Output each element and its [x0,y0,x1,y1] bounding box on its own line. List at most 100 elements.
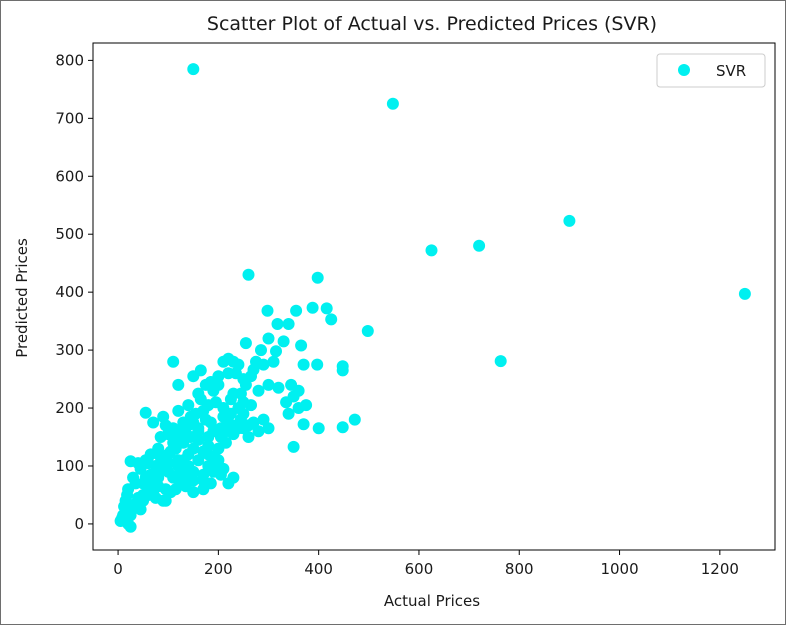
legend-marker-svr [678,64,690,76]
data-point [172,468,185,481]
data-point [242,268,255,281]
data-point [306,301,319,314]
data-point [336,421,349,434]
data-point [139,406,152,419]
data-point [239,378,252,391]
data-point [262,378,275,391]
x-tick-label: 600 [405,560,434,578]
data-point [124,520,137,533]
data-point [172,404,185,417]
data-point [277,335,290,348]
y-tick-label: 100 [55,457,84,475]
data-point [227,419,240,432]
data-point [167,422,180,435]
data-point [139,454,152,467]
x-axis-ticks: 0 200 400 600 800 1000 1200 [113,550,739,578]
data-point [157,410,170,423]
data-point [473,239,486,252]
data-point [252,425,265,438]
data-point [179,428,192,441]
data-point [187,486,200,499]
data-point [257,358,270,371]
x-tick-label: 800 [505,560,534,578]
data-point [187,63,200,76]
data-point [245,370,257,383]
data-point [214,468,227,481]
data-point [172,378,185,391]
data-point [224,393,237,406]
y-tick-label: 300 [55,341,84,359]
x-tick-label: 1200 [701,560,739,578]
x-tick-label: 1000 [600,560,638,578]
data-point [234,387,247,400]
x-tick-label: 0 [113,560,123,578]
data-point [272,381,285,394]
data-point [320,302,333,315]
data-point [270,345,282,358]
data-point [292,384,305,397]
data-point [217,410,230,423]
data-point [192,422,205,435]
data-point [282,407,295,420]
data-point [242,431,255,443]
data-point [297,418,310,431]
legend-box [656,53,766,88]
data-point [336,364,349,377]
data-point [124,455,137,468]
data-point [127,471,140,484]
y-tick-label: 800 [55,51,84,69]
data-point [282,318,295,330]
data-point [280,396,293,409]
data-point [255,344,267,357]
data-point [167,355,180,368]
legend: SVR [656,53,766,88]
data-point [563,214,576,227]
data-point [194,364,207,377]
y-tick-label: 200 [55,399,84,417]
data-point [202,448,215,461]
data-point [212,442,225,455]
data-point [227,355,240,368]
data-point [172,454,185,467]
data-point [252,384,265,397]
data-point [124,509,137,522]
x-tick-label: 200 [204,560,233,578]
data-point [287,440,300,453]
y-tick-label: 0 [74,515,84,533]
data-point [348,413,361,426]
data-point [311,271,324,284]
x-axis-label: Actual Prices [384,592,480,610]
data-point [386,97,399,110]
y-axis-ticks: 0 100 200 300 400 500 600 700 800 [55,51,93,533]
data-point [257,413,270,426]
legend-label-svr: SVR [716,62,746,80]
data-point [425,244,438,257]
data-point [494,355,507,368]
chart-title: Scatter Plot of Actual vs. Predicted Pri… [207,13,657,35]
data-point [192,454,205,467]
data-point [300,399,313,412]
data-point [738,287,751,300]
data-point [182,399,195,412]
y-tick-label: 700 [55,109,84,127]
y-tick-label: 600 [55,167,84,185]
data-point [239,337,252,350]
data-point [184,410,197,423]
data-point [152,480,165,493]
data-point [271,318,284,330]
data-point [147,416,160,429]
x-tick-label: 400 [304,560,333,578]
data-point [267,355,280,368]
data-point [204,477,217,490]
data-point [325,313,338,326]
data-point [261,304,274,317]
data-point [129,497,142,510]
data-point [311,358,324,371]
data-point [212,378,225,391]
y-axis-label: Predicted Prices [13,238,31,358]
data-point [194,393,207,406]
data-point [222,477,235,490]
data-point [164,445,177,458]
data-point [149,465,162,478]
